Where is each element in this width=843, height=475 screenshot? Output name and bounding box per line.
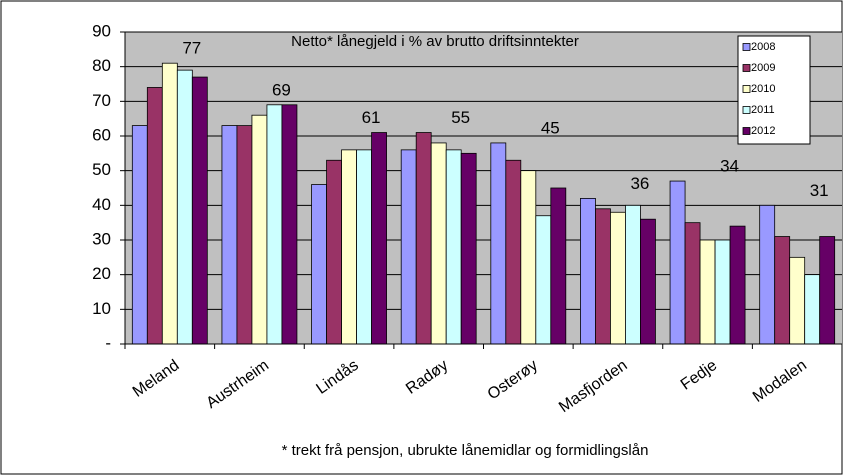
bar bbox=[266, 104, 283, 345]
y-tick-label: 50 bbox=[92, 160, 111, 179]
bar bbox=[789, 256, 806, 345]
data-label: 34 bbox=[720, 157, 739, 176]
bar bbox=[445, 149, 462, 345]
plot: -10203040506070809077Meland69Austrheim61… bbox=[92, 21, 842, 416]
bar bbox=[146, 87, 163, 345]
bar bbox=[490, 142, 507, 345]
data-label: 45 bbox=[541, 118, 560, 137]
bar bbox=[131, 125, 148, 345]
chart-title: Netto* lånegjeld i % av brutto driftsinn… bbox=[291, 33, 579, 50]
bar bbox=[236, 125, 253, 345]
bar bbox=[251, 114, 268, 345]
legend-label: 2010 bbox=[751, 83, 775, 95]
bar bbox=[505, 159, 522, 345]
bar bbox=[774, 236, 791, 345]
bar bbox=[684, 222, 701, 345]
bar bbox=[729, 225, 746, 345]
data-label: 77 bbox=[182, 39, 201, 58]
bar bbox=[176, 69, 193, 345]
bar bbox=[610, 211, 626, 345]
bar bbox=[714, 239, 731, 345]
bar bbox=[430, 142, 447, 345]
bar bbox=[804, 274, 821, 345]
data-label: 69 bbox=[272, 80, 291, 99]
data-label: 36 bbox=[630, 174, 649, 193]
bar bbox=[221, 125, 238, 345]
legend: 2008 2009 2010 2011 2012 bbox=[737, 35, 811, 145]
bar bbox=[819, 236, 836, 345]
bar bbox=[460, 152, 477, 345]
y-tick-label: 40 bbox=[92, 195, 111, 214]
data-label: 61 bbox=[362, 108, 381, 127]
bar bbox=[535, 215, 552, 345]
bar bbox=[191, 76, 208, 345]
legend-label: 2011 bbox=[751, 104, 775, 116]
bar bbox=[326, 159, 342, 345]
y-tick-label: 60 bbox=[92, 125, 111, 144]
y-tick-label: 80 bbox=[92, 56, 111, 75]
bar bbox=[580, 197, 596, 345]
bar bbox=[669, 180, 686, 345]
data-label: 55 bbox=[451, 108, 470, 127]
bar bbox=[161, 62, 178, 345]
bar bbox=[595, 208, 611, 345]
bar bbox=[400, 149, 417, 345]
bar bbox=[699, 239, 716, 345]
y-tick-label: 70 bbox=[92, 91, 111, 110]
y-tick-label: - bbox=[105, 333, 111, 352]
y-tick-label: 90 bbox=[92, 21, 111, 40]
legend-swatch bbox=[742, 64, 751, 72]
bar bbox=[415, 132, 432, 345]
bar bbox=[371, 132, 387, 345]
legend-label: 2012 bbox=[751, 125, 775, 137]
legend-swatch bbox=[742, 43, 751, 51]
bar bbox=[625, 204, 641, 345]
legend-swatch bbox=[742, 106, 751, 114]
legend-swatch bbox=[742, 127, 751, 135]
y-tick-label: 10 bbox=[92, 299, 111, 318]
bar bbox=[341, 149, 357, 345]
bar bbox=[640, 218, 656, 345]
bar bbox=[356, 149, 372, 345]
y-tick-label: 20 bbox=[92, 264, 111, 283]
data-label: 31 bbox=[810, 181, 829, 200]
footnote: * trekt frå pensjon, ubrukte lånemidlar … bbox=[282, 442, 649, 459]
y-tick-label: 30 bbox=[92, 229, 111, 248]
bar bbox=[311, 184, 327, 345]
bar bbox=[550, 187, 567, 345]
bar bbox=[281, 104, 298, 345]
legend-swatch bbox=[742, 85, 751, 93]
bar bbox=[520, 170, 537, 345]
legend-label: 2008 bbox=[751, 41, 775, 53]
legend-label: 2009 bbox=[751, 62, 775, 74]
bar bbox=[759, 204, 776, 345]
